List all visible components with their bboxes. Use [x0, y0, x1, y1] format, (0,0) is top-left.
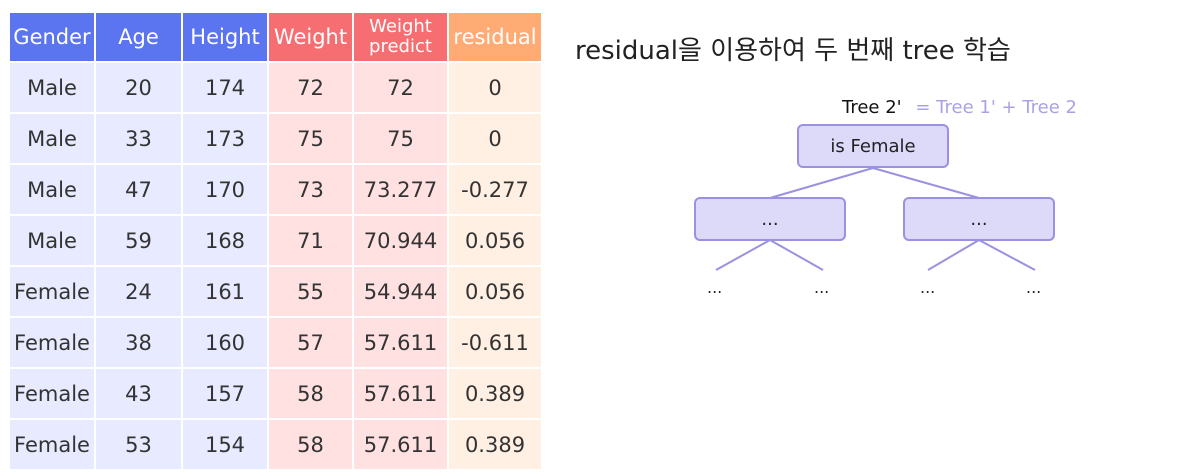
header-weight-predict: Weight predict [354, 13, 447, 63]
edge-right-leaf2 [978, 239, 1036, 271]
cell-gender: Male [10, 216, 94, 267]
header-weight-predict-line1: Weight [369, 16, 432, 37]
cell-gender: Female [10, 318, 94, 369]
table-row: Male 20 174 72 72 0 [10, 63, 541, 114]
cell-weight-predict: 72 [354, 63, 447, 114]
cell-weight: 71 [269, 216, 352, 267]
header-residual: residual [449, 13, 541, 63]
cell-residual: -0.611 [449, 318, 541, 369]
cell-gender: Female [10, 267, 94, 318]
tree-child-node-right: ... [903, 197, 1055, 241]
cell-gender: Male [10, 114, 94, 165]
header-height: Height [183, 13, 267, 63]
cell-weight: 75 [269, 114, 352, 165]
cell-weight-predict: 75 [354, 114, 447, 165]
cell-gender: Female [10, 420, 94, 471]
cell-residual: -0.277 [449, 165, 541, 216]
cell-weight-predict: 57.611 [354, 369, 447, 420]
cell-age: 20 [96, 63, 181, 114]
cell-height: 161 [183, 267, 267, 318]
cell-residual: 0 [449, 63, 541, 114]
tree-label: Tree 2' = Tree 1' + Tree 2 [842, 97, 1077, 118]
cell-height: 160 [183, 318, 267, 369]
header-age: Age [96, 13, 181, 63]
data-table: Gender Age Height Weight Weight predict … [8, 13, 543, 471]
cell-weight-predict: 54.944 [354, 267, 447, 318]
cell-weight-predict: 73.277 [354, 165, 447, 216]
edge-root-left [769, 167, 874, 199]
cell-age: 33 [96, 114, 181, 165]
tree-root-node: is Female [797, 124, 949, 168]
header-weight: Weight [269, 13, 352, 63]
cell-age: 47 [96, 165, 181, 216]
cell-weight: 72 [269, 63, 352, 114]
tree-leaf: ... [920, 278, 936, 297]
tree-child-node-left: ... [694, 197, 846, 241]
cell-age: 43 [96, 369, 181, 420]
cell-weight-predict: 57.611 [354, 420, 447, 471]
cell-gender: Male [10, 63, 94, 114]
cell-height: 170 [183, 165, 267, 216]
edge-right-leaf1 [927, 239, 980, 271]
edge-left-leaf2 [769, 239, 824, 271]
table-header-row: Gender Age Height Weight Weight predict … [10, 13, 541, 63]
cell-age: 24 [96, 267, 181, 318]
header-weight-predict-line2: predict [369, 36, 432, 57]
cell-gender: Male [10, 165, 94, 216]
tree-leaf: ... [1026, 278, 1042, 297]
cell-weight: 58 [269, 420, 352, 471]
cell-residual: 0 [449, 114, 541, 165]
cell-weight: 58 [269, 369, 352, 420]
diagram-title: residual을 이용하여 두 번째 tree 학습 [575, 36, 1011, 66]
cell-height: 168 [183, 216, 267, 267]
cell-weight: 55 [269, 267, 352, 318]
table-row: Female 38 160 57 57.611 -0.611 [10, 318, 541, 369]
cell-weight-predict: 57.611 [354, 318, 447, 369]
tree-leaf: ... [707, 278, 723, 297]
cell-residual: 0.389 [449, 420, 541, 471]
edge-root-right [872, 167, 980, 199]
table-row: Male 59 168 71 70.944 0.056 [10, 216, 541, 267]
cell-age: 53 [96, 420, 181, 471]
tree-leaf: ... [814, 278, 830, 297]
table-row: Female 24 161 55 54.944 0.056 [10, 267, 541, 318]
cell-weight: 73 [269, 165, 352, 216]
cell-age: 38 [96, 318, 181, 369]
tree-equation: = Tree 1' + Tree 2 [915, 97, 1077, 118]
cell-residual: 0.056 [449, 216, 541, 267]
edge-left-leaf1 [715, 239, 771, 271]
cell-gender: Female [10, 369, 94, 420]
cell-height: 174 [183, 63, 267, 114]
cell-residual: 0.389 [449, 369, 541, 420]
cell-weight: 57 [269, 318, 352, 369]
header-gender: Gender [10, 13, 94, 63]
table-row: Female 43 157 58 57.611 0.389 [10, 369, 541, 420]
cell-height: 173 [183, 114, 267, 165]
table-row: Female 53 154 58 57.611 0.389 [10, 420, 541, 471]
tree-name: Tree 2' [842, 97, 902, 118]
cell-height: 157 [183, 369, 267, 420]
table-row: Male 47 170 73 73.277 -0.277 [10, 165, 541, 216]
cell-age: 59 [96, 216, 181, 267]
cell-residual: 0.056 [449, 267, 541, 318]
cell-weight-predict: 70.944 [354, 216, 447, 267]
cell-height: 154 [183, 420, 267, 471]
table-row: Male 33 173 75 75 0 [10, 114, 541, 165]
